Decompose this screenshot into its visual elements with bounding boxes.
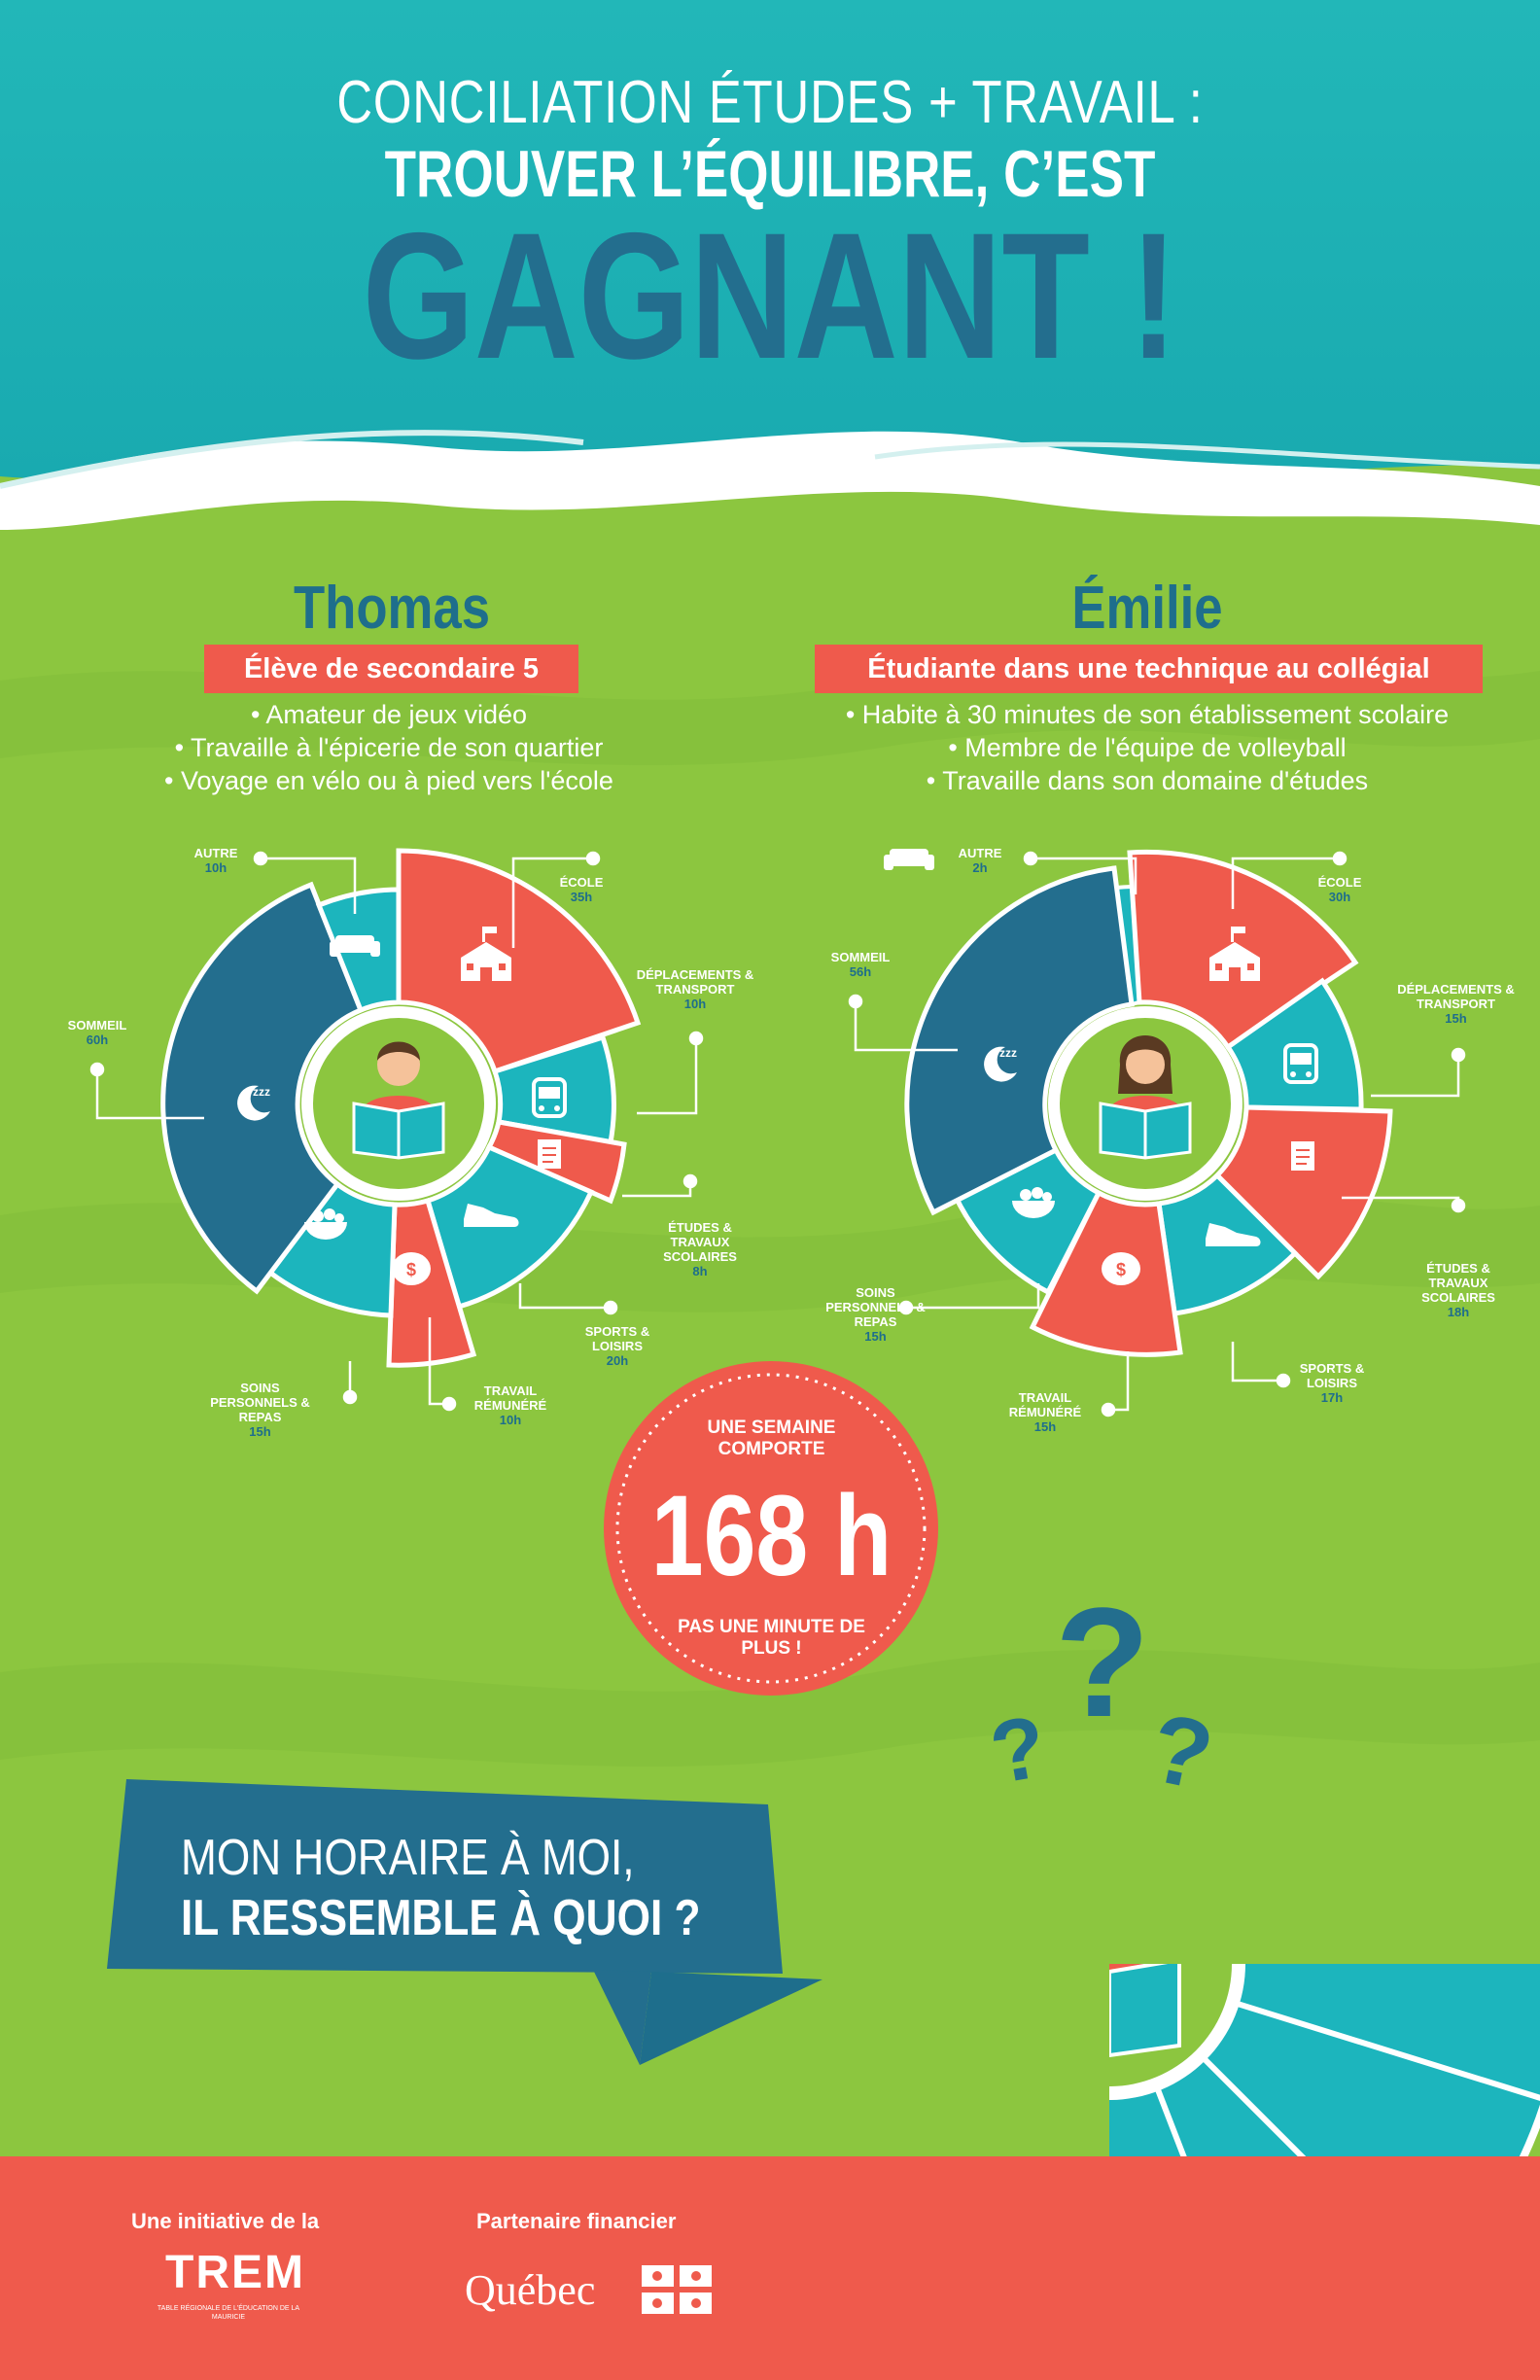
emilie-bullet: • Membre de l'équipe de volleyball xyxy=(948,733,1347,762)
week-top-text: UNE SEMAINE COMPORTE xyxy=(707,1418,836,1459)
moon-icon: zzz xyxy=(237,1085,270,1121)
emilie-bullet: • Travaille dans son domaine d'études xyxy=(926,766,1369,795)
svg-text:?: ? xyxy=(1141,1693,1222,1799)
student-girl-icon xyxy=(1099,1035,1192,1160)
bus-icon xyxy=(1283,1043,1318,1084)
title-line-3: GAGNANT ! xyxy=(362,196,1178,397)
emilie-segment-etudes xyxy=(1213,1104,1393,1280)
trem-logo: TREM xyxy=(165,2247,305,2298)
quebec-logo: Québec xyxy=(465,2266,596,2314)
trem-subtitle: TABLE RÉGIONALE DE L'ÉDUCATION DE LA MAU… xyxy=(157,2305,300,2321)
emilie-subtitle: Étudiante dans une technique au collégia… xyxy=(815,645,1483,693)
emilie-label-autre: AUTRE 2h xyxy=(958,846,1002,875)
thomas-bullet: • Voyage en vélo ou à pied vers l'école xyxy=(164,766,613,795)
thomas-bullet: • Travaille à l'épicerie de son quartier xyxy=(174,733,604,762)
svg-text:zzz: zzz xyxy=(999,1046,1017,1060)
quebec-flag-icon xyxy=(642,2265,712,2314)
sofa-icon xyxy=(330,935,380,957)
document-icon xyxy=(1291,1141,1314,1171)
thomas-segment-sommeil xyxy=(160,881,365,1295)
initiative-label: Une initiative de la xyxy=(131,2209,320,2233)
week-hours: 168 h xyxy=(650,1472,892,1600)
emilie-label-travail: TRAVAIL RÉMUNÉRÉ 15h xyxy=(1008,1390,1082,1434)
thomas-name: Thomas xyxy=(293,575,491,642)
bowl-icon xyxy=(1012,1187,1055,1218)
thomas-label-sports: SPORTS & LOISIRS 20h xyxy=(584,1324,650,1368)
emilie-label-ecole: ÉCOLE 30h xyxy=(1317,875,1362,904)
shoe-icon xyxy=(1206,1223,1261,1246)
thomas-segment-ecole xyxy=(396,848,642,1075)
sofa-icon xyxy=(884,849,934,870)
thomas-label-sommeil: SOMMEIL 60h xyxy=(67,1018,127,1047)
speech-banner xyxy=(107,1779,822,2065)
thomas-leader-lines xyxy=(89,851,704,1412)
week-hours-badge xyxy=(604,1361,938,1696)
svg-text:zzz: zzz xyxy=(253,1085,270,1099)
svg-text:$: $ xyxy=(1116,1260,1126,1279)
student-boy-icon xyxy=(352,1041,445,1160)
svg-text:?: ? xyxy=(1055,1585,1150,1749)
emilie-bullet: • Habite à 30 minutes de son établisseme… xyxy=(845,700,1450,729)
partner-label: Partenaire financier xyxy=(476,2209,677,2233)
thomas-label-travail: TRAVAIL RÉMUNÉRÉ 10h xyxy=(473,1383,547,1427)
bowl-icon xyxy=(304,1208,347,1240)
week-bottom-text: PAS UNE MINUTE DE PLUS ! xyxy=(678,1617,865,1659)
emilie-segment-sommeil xyxy=(904,865,1135,1216)
piggy-bank-icon: $ xyxy=(1102,1252,1140,1285)
emilie-schedule-wheel: $ zzz xyxy=(904,849,1393,1357)
question-line-1: MON HORAIRE À MOI, xyxy=(181,1830,635,1886)
emilie-label-sports: SPORTS & LOISIRS 17h xyxy=(1299,1361,1365,1405)
moon-icon: zzz xyxy=(984,1046,1017,1082)
thomas-label-soins: SOINS PERSONNELS & REPAS 15h xyxy=(210,1381,310,1439)
emilie-name: Émilie xyxy=(1071,575,1223,642)
thomas-label-autre: AUTRE 10h xyxy=(193,846,238,875)
thomas-subtitle: Élève de secondaire 5 xyxy=(204,645,578,693)
svg-text:?: ? xyxy=(984,1698,1054,1799)
question-line-2: IL RESSEMBLE À QUOI ? xyxy=(181,1890,701,1946)
emilie-label-deplacements: DÉPLACEMENTS & TRANSPORT 15h xyxy=(1397,982,1515,1026)
question-marks-icon: ? ? ? xyxy=(984,1585,1222,1799)
emilie-label-sommeil: SOMMEIL 56h xyxy=(830,950,891,979)
thomas-label-deplacements: DÉPLACEMENTS & TRANSPORT 10h xyxy=(636,967,754,1011)
school-icon xyxy=(461,927,511,981)
school-icon xyxy=(1209,927,1260,981)
emilie-leader-lines xyxy=(848,851,1466,1418)
thomas-label-etudes: ÉTUDES & TRAVAUX SCOLAIRES 8h xyxy=(663,1220,737,1278)
document-icon xyxy=(538,1139,561,1169)
title-line-1: CONCILIATION ÉTUDES + TRAVAIL : xyxy=(336,69,1204,136)
thomas-label-ecole: ÉCOLE 35h xyxy=(559,875,604,904)
empty-schedule-wheel xyxy=(1109,1964,1540,2156)
thomas-schedule-wheel: $ zzz xyxy=(160,848,642,1368)
thomas-bullet: • Amateur de jeux vidéo xyxy=(250,700,528,729)
student-bald-icon xyxy=(1109,1964,1181,2058)
emilie-bullets: • Habite à 30 minutes de son établisseme… xyxy=(758,698,1536,797)
svg-text:$: $ xyxy=(406,1260,416,1279)
bus-icon xyxy=(532,1077,567,1118)
emilie-label-etudes: ÉTUDES & TRAVAUX SCOLAIRES 18h xyxy=(1421,1261,1495,1319)
piggy-bank-icon: $ xyxy=(392,1252,431,1285)
title-line-2: TROUVER L’ÉQUILIBRE, C’EST xyxy=(384,137,1156,211)
thomas-segment-soins xyxy=(266,1180,398,1318)
shoe-icon xyxy=(464,1204,519,1227)
thomas-segment-travail xyxy=(386,1197,477,1368)
emilie-label-soins: SOINS PERSONNELS & REPAS 15h xyxy=(825,1285,926,1344)
thomas-bullets: • Amateur de jeux vidéo • Travaille à l'… xyxy=(0,698,778,797)
